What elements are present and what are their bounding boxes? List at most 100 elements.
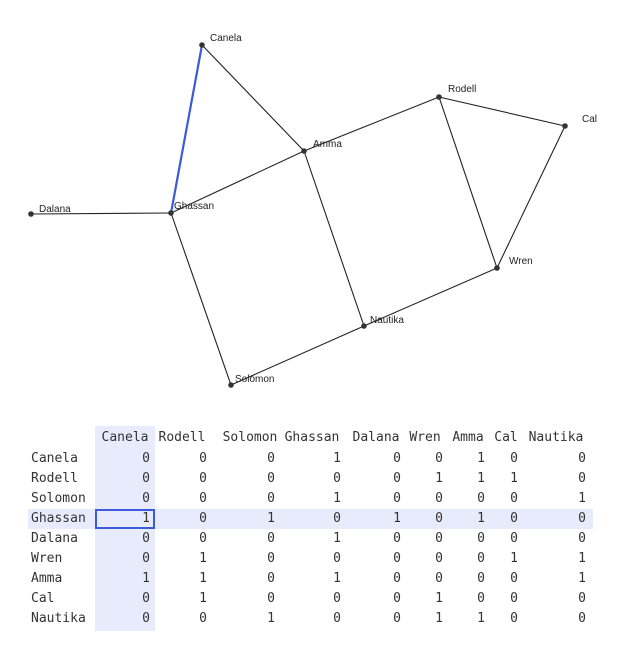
matrix-cell[interactable]: 0: [267, 491, 275, 506]
matrix-cell[interactable]: 0: [142, 591, 150, 606]
matrix-cell[interactable]: 0: [267, 571, 275, 586]
matrix-cell[interactable]: 1: [435, 471, 443, 486]
matrix-cell[interactable]: 1: [333, 571, 341, 586]
edge-ghassan-dalana: [30, 212, 172, 215]
matrix-cell[interactable]: 0: [393, 451, 401, 466]
matrix-cell[interactable]: 0: [578, 511, 586, 526]
matrix-row-label-dalana: Dalana: [31, 531, 78, 546]
matrix-cell[interactable]: 0: [142, 491, 150, 506]
matrix-cell[interactable]: 0: [142, 611, 150, 626]
matrix-cell[interactable]: 0: [199, 531, 207, 546]
node-nautika[interactable]: [361, 323, 367, 329]
matrix-cell[interactable]: 0: [393, 611, 401, 626]
matrix-row-label-rodell: Rodell: [31, 471, 78, 486]
matrix-cell[interactable]: 0: [510, 531, 518, 546]
matrix-cell[interactable]: 0: [199, 451, 207, 466]
matrix-cell[interactable]: 0: [393, 571, 401, 586]
matrix-cell[interactable]: 1: [333, 531, 341, 546]
matrix-cell[interactable]: 0: [578, 591, 586, 606]
matrix-cell[interactable]: 0: [393, 471, 401, 486]
node-canela[interactable]: [199, 42, 205, 48]
matrix-cell[interactable]: 1: [510, 471, 518, 486]
matrix-cell[interactable]: 0: [333, 471, 341, 486]
selected-cell[interactable]: [95, 509, 155, 529]
matrix-cell[interactable]: 1: [578, 551, 586, 566]
matrix-cell[interactable]: 0: [477, 591, 485, 606]
matrix-cell[interactable]: 0: [393, 591, 401, 606]
matrix-cell[interactable]: 0: [435, 451, 443, 466]
edge-rodell-amma: [303, 96, 440, 152]
matrix-cell[interactable]: 0: [510, 571, 518, 586]
matrix-cell[interactable]: 1: [393, 511, 401, 526]
matrix-cell[interactable]: 0: [267, 591, 275, 606]
matrix-cell[interactable]: 1: [477, 471, 485, 486]
matrix-cell[interactable]: 0: [199, 491, 207, 506]
matrix-cell[interactable]: 0: [435, 571, 443, 586]
node-label-rodell: Rodell: [448, 84, 476, 95]
matrix-cell[interactable]: 0: [142, 551, 150, 566]
matrix-cell[interactable]: 0: [267, 551, 275, 566]
matrix-cell[interactable]: 0: [333, 511, 341, 526]
adjacency-matrix: Canela Rodell Solomon Ghassan Dalana Wren Amma…: [0, 426, 618, 636]
matrix-cell[interactable]: 0: [510, 611, 518, 626]
matrix-cell[interactable]: 1: [142, 571, 150, 586]
matrix-cell[interactable]: 1: [435, 611, 443, 626]
matrix-cell[interactable]: 1: [435, 591, 443, 606]
matrix-cell[interactable]: 1: [199, 571, 207, 586]
matrix-cell[interactable]: 0: [267, 471, 275, 486]
node-ghassan[interactable]: [168, 210, 174, 216]
matrix-cell[interactable]: 0: [435, 551, 443, 566]
matrix-cell[interactable]: 1: [267, 611, 275, 626]
matrix-cell[interactable]: 0: [510, 451, 518, 466]
matrix-cell[interactable]: 1: [477, 451, 485, 466]
matrix-cell[interactable]: 0: [393, 551, 401, 566]
matrix-cell[interactable]: 0: [142, 531, 150, 546]
matrix-cell[interactable]: 1: [199, 591, 207, 606]
matrix-cell[interactable]: 0: [393, 531, 401, 546]
matrix-cell[interactable]: 1: [477, 611, 485, 626]
matrix-cell[interactable]: 0: [333, 591, 341, 606]
matrix-cell[interactable]: 0: [333, 551, 341, 566]
matrix-cell[interactable]: 0: [477, 551, 485, 566]
matrix-cell[interactable]: 0: [435, 531, 443, 546]
matrix-cell[interactable]: 1: [267, 511, 275, 526]
node-amma[interactable]: [301, 148, 307, 154]
matrix-cell[interactable]: 0: [333, 611, 341, 626]
matrix-cell[interactable]: 1: [578, 571, 586, 586]
matrix-cell[interactable]: 0: [510, 511, 518, 526]
matrix-cell[interactable]: 0: [142, 471, 150, 486]
matrix-cell[interactable]: 0: [199, 471, 207, 486]
matrix-cell[interactable]: 1: [578, 491, 586, 506]
matrix-cell[interactable]: 0: [578, 471, 586, 486]
matrix-cell[interactable]: 0: [578, 611, 586, 626]
matrix-cell[interactable]: 0: [578, 531, 586, 546]
matrix-cell[interactable]: 0: [142, 451, 150, 466]
node-solomon[interactable]: [228, 382, 234, 388]
matrix-cell[interactable]: 0: [199, 611, 207, 626]
matrix-cell[interactable]: 0: [435, 511, 443, 526]
edge-canela-amma: [201, 44, 305, 152]
matrix-cell[interactable]: 1: [142, 511, 150, 526]
node-label-nautika: Nautika: [370, 315, 404, 326]
matrix-cell[interactable]: 0: [578, 451, 586, 466]
node-rodell[interactable]: [436, 94, 442, 100]
matrix-cell[interactable]: 0: [435, 491, 443, 506]
matrix-cell[interactable]: 0: [393, 491, 401, 506]
matrix-cell[interactable]: 0: [477, 531, 485, 546]
matrix-cell[interactable]: 1: [477, 511, 485, 526]
node-wren[interactable]: [494, 265, 500, 271]
matrix-cell[interactable]: 1: [199, 551, 207, 566]
node-dalana[interactable]: [28, 211, 34, 217]
matrix-cell[interactable]: 0: [477, 571, 485, 586]
edge-amma-nautika: [303, 150, 365, 327]
matrix-cell[interactable]: 0: [477, 491, 485, 506]
matrix-cell[interactable]: 0: [199, 511, 207, 526]
matrix-cell[interactable]: 0: [510, 591, 518, 606]
matrix-cell[interactable]: 1: [333, 491, 341, 506]
matrix-cell[interactable]: 0: [267, 531, 275, 546]
matrix-cell[interactable]: 0: [267, 451, 275, 466]
node-cal[interactable]: [562, 123, 568, 129]
matrix-cell[interactable]: 0: [510, 491, 518, 506]
matrix-cell[interactable]: 1: [510, 551, 518, 566]
matrix-cell[interactable]: 1: [333, 451, 341, 466]
